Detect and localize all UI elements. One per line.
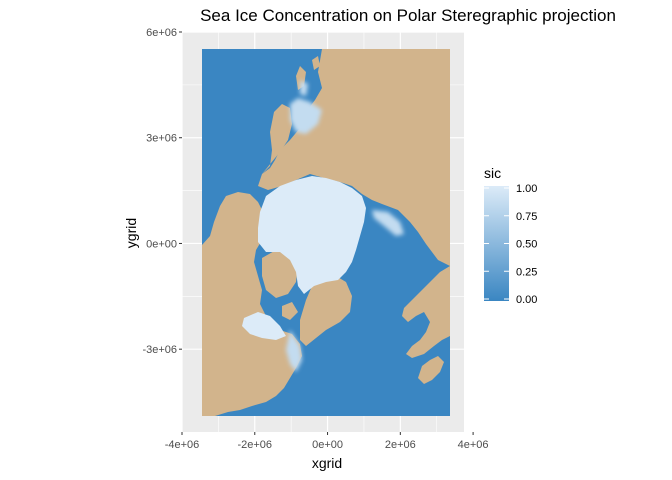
land-japan <box>418 356 444 384</box>
land-greenland <box>300 276 352 346</box>
y-tick-label: 0e+00 <box>146 238 177 250</box>
chart-title: Sea Ice Concentration on Polar Steregrap… <box>200 6 616 25</box>
land-scandinavia <box>262 104 292 174</box>
legend-label: 0.75 <box>516 211 537 223</box>
x-tick-label: -4e+06 <box>165 439 200 451</box>
y-tick-label: 6e+06 <box>146 27 177 39</box>
x-axis-ticks: -4e+06 -2e+06 0e+00 2e+06 4e+06 <box>165 432 489 451</box>
legend: sic 1.00 0.75 0.50 0.25 0.00 <box>484 165 537 306</box>
x-tick-label: 4e+06 <box>458 439 489 451</box>
legend-labels: 1.00 0.75 0.50 0.25 0.00 <box>484 183 537 306</box>
sea-ice-hudson-bay <box>242 312 286 340</box>
land-canadian-archipelago <box>262 250 298 320</box>
y-axis-title: ygrid <box>123 218 139 248</box>
y-axis-ticks: 6e+06 3e+06 0e+00 -3e+06 <box>142 27 182 356</box>
legend-label: 0.00 <box>516 294 537 306</box>
x-tick-label: 2e+06 <box>385 439 416 451</box>
land-eurasia <box>258 49 450 266</box>
legend-label: 1.00 <box>516 183 537 195</box>
x-tick-label: 0e+00 <box>312 439 343 451</box>
legend-label: 0.25 <box>516 266 537 278</box>
x-tick-label: -2e+06 <box>237 439 272 451</box>
y-tick-label: -3e+06 <box>142 344 177 356</box>
legend-title: sic <box>484 165 501 181</box>
sea-ice-arctic <box>258 176 366 294</box>
sea-ice-marginal <box>286 80 404 372</box>
land-east-asia <box>402 266 450 358</box>
y-tick-label: 3e+06 <box>146 133 177 145</box>
legend-label: 0.50 <box>516 239 537 251</box>
x-axis-title: xgrid <box>312 455 342 471</box>
map-raster <box>202 49 450 416</box>
land-north-america <box>202 192 302 416</box>
